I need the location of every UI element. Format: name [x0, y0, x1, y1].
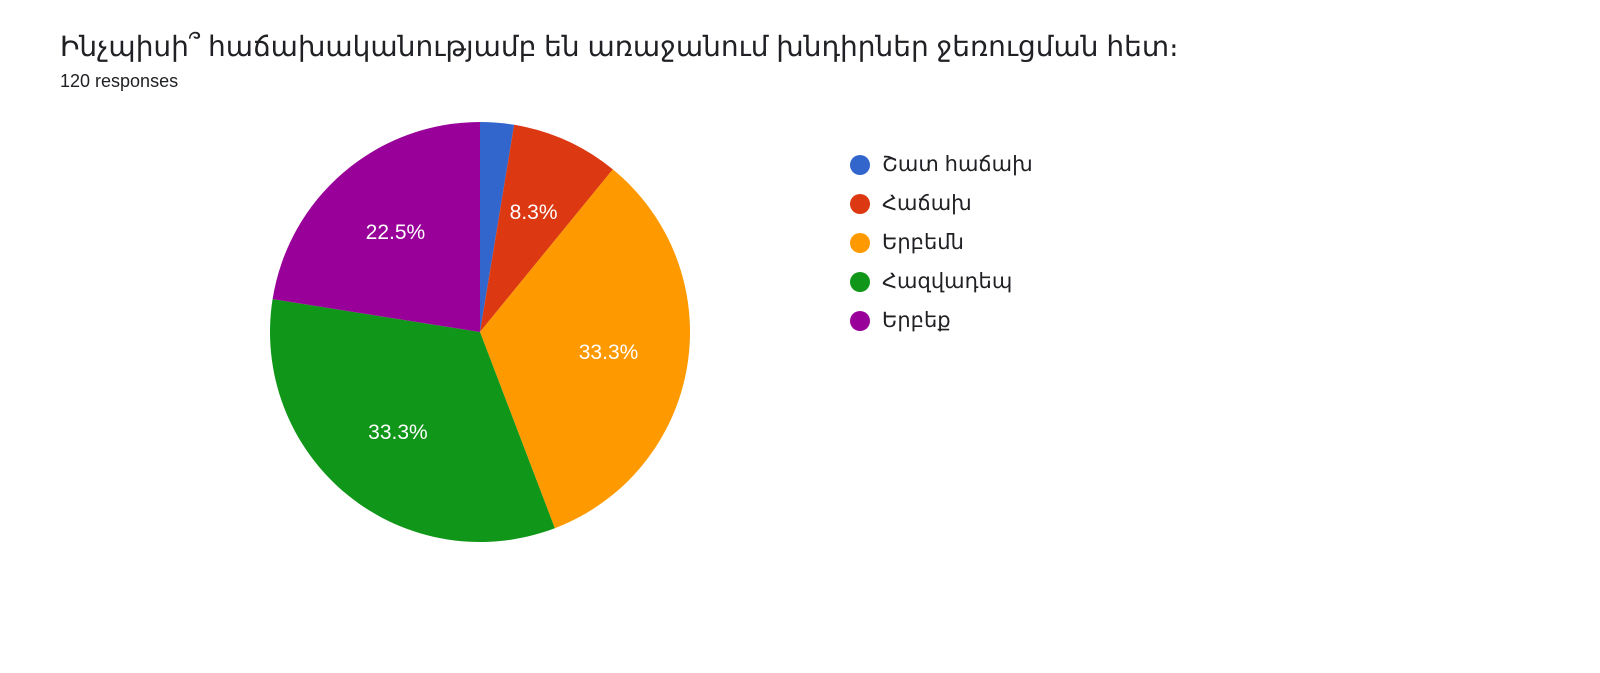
legend-label: Երբեմն: [882, 230, 964, 255]
pie-svg: [270, 122, 690, 542]
legend-label: Շատ հաճախ: [882, 152, 1033, 177]
response-count: 120 responses: [60, 71, 1540, 92]
pie-chart: 8.3% 33.3% 33.3% 22.5%: [270, 122, 690, 542]
legend-item[interactable]: Շատ հաճախ: [850, 152, 1033, 177]
legend-item[interactable]: Երբեք: [850, 308, 1033, 333]
legend-item[interactable]: Երբեմն: [850, 230, 1033, 255]
legend-label: Հաճախ: [882, 191, 972, 216]
slice-label-often: 8.3%: [510, 201, 558, 225]
legend-item[interactable]: Հաճախ: [850, 191, 1033, 216]
slice-label-rarely: 33.3%: [368, 421, 428, 445]
chart-area: 8.3% 33.3% 33.3% 22.5% Շատ հաճախ Հաճախ Երբեմն…: [60, 122, 1540, 542]
legend-swatch-icon: [850, 272, 870, 292]
legend-swatch-icon: [850, 311, 870, 331]
legend-swatch-icon: [850, 233, 870, 253]
chart-title: Ինչպիսի՞ հաճախականությամբ են առաջանում խ…: [60, 30, 1540, 63]
legend-label: Հազվադեպ: [882, 269, 1012, 294]
legend: Շատ հաճախ Հաճախ Երբեմն Հազվադեպ Երբեք: [850, 122, 1033, 333]
legend-swatch-icon: [850, 194, 870, 214]
legend-label: Երբեք: [882, 308, 951, 333]
legend-item[interactable]: Հազվադեպ: [850, 269, 1033, 294]
slice-label-never: 22.5%: [366, 221, 426, 245]
legend-swatch-icon: [850, 155, 870, 175]
slice-label-sometimes: 33.3%: [579, 341, 639, 365]
